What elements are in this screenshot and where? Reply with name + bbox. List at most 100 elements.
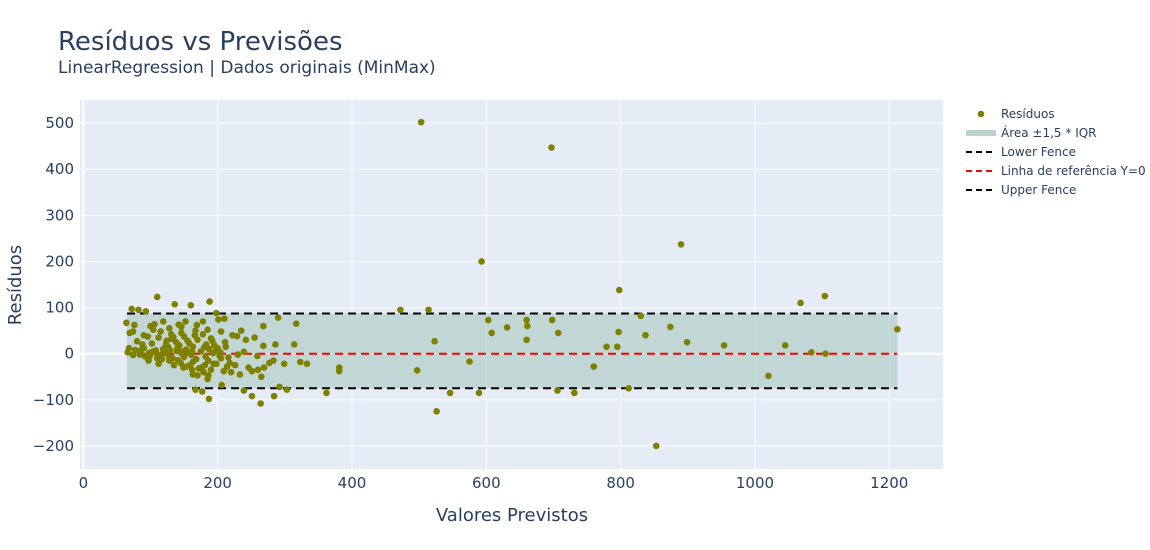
- legend-item[interactable]: Linha de referência Y=0: [966, 164, 1146, 178]
- residual-point: [667, 323, 674, 331]
- residual-point: [720, 342, 728, 349]
- residual-point: [478, 258, 485, 265]
- residual-point: [163, 337, 170, 345]
- residual-point: [140, 344, 148, 352]
- y-tick-label: 100: [45, 299, 74, 317]
- residual-point: [158, 355, 166, 363]
- residual-point: [254, 366, 262, 374]
- legend-band-swatch: [966, 130, 996, 136]
- residual-point: [159, 350, 166, 357]
- residual-point: [548, 144, 555, 151]
- residual-point: [433, 408, 440, 415]
- x-tick-label: 0: [79, 474, 89, 492]
- residual-point: [894, 325, 901, 333]
- residual-point: [144, 333, 152, 340]
- residual-point: [186, 340, 193, 347]
- legend[interactable]: Resíduos Área ±1,5 * IQR Lower Fence Linha …: [966, 107, 1146, 197]
- residual-point: [215, 316, 222, 323]
- y-axis-title: Resíduos: [5, 245, 26, 325]
- residual-point: [171, 301, 178, 308]
- residual-point: [170, 333, 177, 341]
- residual-point: [223, 363, 231, 370]
- residual-point: [233, 332, 241, 340]
- residual-point: [257, 400, 264, 407]
- residual-point: [182, 318, 189, 325]
- residual-point: [175, 321, 183, 328]
- residual-point: [503, 324, 511, 331]
- residual-point: [413, 366, 421, 374]
- y-tick-label: −200: [33, 437, 74, 455]
- residual-point: [590, 363, 598, 370]
- x-tick-label: 400: [338, 474, 367, 492]
- residual-point: [248, 392, 256, 400]
- residual-point: [131, 321, 138, 329]
- residual-point: [204, 375, 211, 383]
- legend-marker: [977, 110, 985, 118]
- residual-point: [642, 331, 649, 339]
- residual-point: [237, 327, 245, 334]
- x-tick-label: 800: [606, 474, 635, 492]
- residual-point: [191, 331, 199, 339]
- x-axis-title: Valores Previstos: [436, 505, 588, 526]
- residual-point: [781, 342, 789, 349]
- residual-point: [220, 367, 228, 375]
- residual-point: [613, 343, 621, 351]
- residual-point: [199, 318, 207, 325]
- residual-point: [209, 337, 216, 345]
- residual-point: [292, 320, 300, 328]
- chart-title: Resíduos vs Previsões: [58, 27, 343, 57]
- residual-point: [276, 383, 283, 391]
- residual-point: [446, 389, 454, 397]
- residual-point: [225, 354, 232, 361]
- y-tick-label: 200: [45, 252, 74, 270]
- residual-point: [136, 351, 144, 358]
- residual-point: [145, 349, 153, 357]
- residual-point: [170, 361, 178, 369]
- legend-item[interactable]: Lower Fence: [966, 145, 1076, 159]
- residual-point: [217, 328, 225, 335]
- residual-point: [417, 118, 425, 126]
- residual-point: [145, 357, 152, 364]
- y-axis-ticks: −200 −100 0 100 200 300 400 500: [33, 114, 74, 455]
- residual-point: [153, 293, 161, 301]
- residual-point: [683, 338, 691, 346]
- residual-point: [142, 307, 150, 315]
- x-tick-label: 200: [203, 474, 232, 492]
- legend-item[interactable]: Resíduos: [977, 107, 1055, 121]
- x-tick-label: 1000: [736, 474, 774, 492]
- legend-label: Linha de referência Y=0: [1001, 164, 1146, 178]
- residual-point: [272, 341, 279, 348]
- residual-point: [290, 341, 298, 348]
- residual-point: [159, 318, 167, 325]
- residual-point: [808, 349, 815, 356]
- residual-point: [188, 348, 196, 356]
- residual-point: [251, 334, 258, 341]
- residual-point: [204, 326, 211, 334]
- residual-point: [652, 442, 660, 450]
- y-tick-label: 400: [45, 160, 74, 178]
- residual-point: [397, 306, 404, 314]
- residual-point: [155, 334, 162, 341]
- residual-point: [797, 299, 804, 307]
- residual-point: [205, 395, 213, 403]
- residual-point: [260, 342, 267, 350]
- residual-point: [166, 346, 174, 354]
- legend-label: Upper Fence: [1001, 183, 1076, 197]
- residual-point: [192, 386, 199, 393]
- residual-point: [128, 305, 136, 313]
- residual-point: [283, 386, 291, 393]
- legend-item[interactable]: Upper Fence: [966, 183, 1076, 197]
- residual-point: [240, 387, 248, 394]
- residual-point: [188, 366, 196, 374]
- residual-point: [193, 321, 201, 329]
- residual-point: [178, 329, 185, 337]
- legend-item[interactable]: Área ±1,5 * IQR: [966, 125, 1097, 140]
- residual-point: [155, 360, 162, 368]
- residual-point: [151, 320, 158, 328]
- residual-point: [182, 346, 190, 353]
- residual-point: [523, 322, 531, 330]
- residual-point: [174, 356, 182, 364]
- residual-point: [231, 361, 239, 369]
- residual-point: [217, 349, 224, 356]
- residual-point: [615, 328, 622, 336]
